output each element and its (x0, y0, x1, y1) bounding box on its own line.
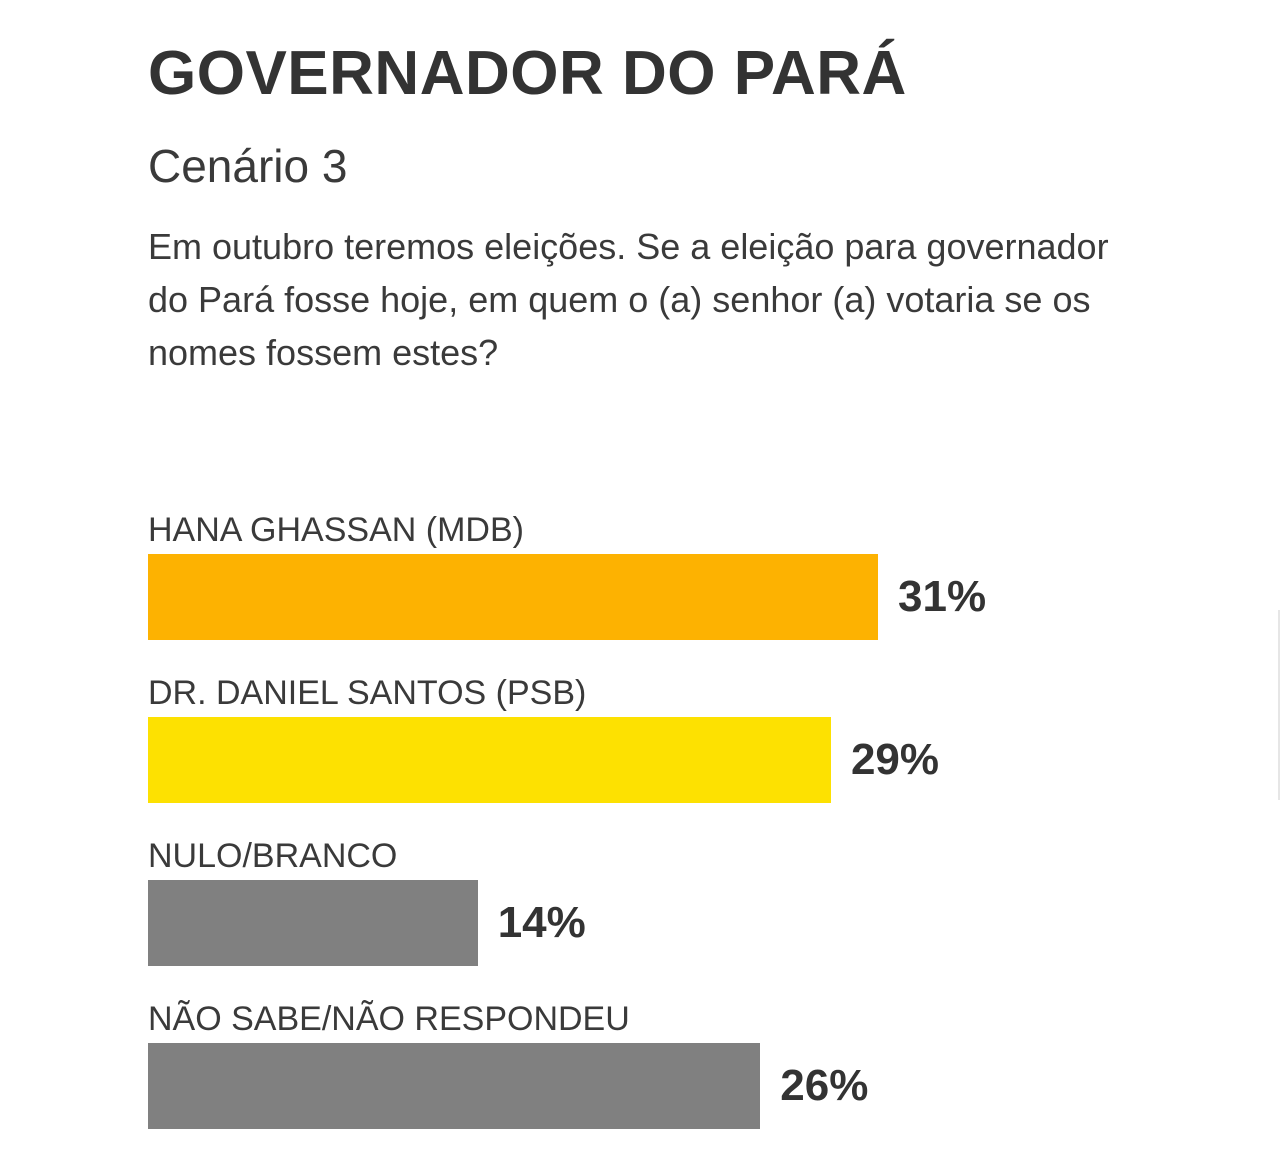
value-label: 14% (497, 898, 586, 947)
chart-subtitle: Cenário 3 (148, 140, 348, 192)
category-label: NULO/BRANCO (148, 837, 398, 875)
category-label: HANA GHASSAN (MDB) (148, 511, 524, 549)
value-label: 26% (780, 1061, 869, 1110)
bar (148, 1043, 761, 1129)
chart-title: GOVERNADOR DO PARÁ (148, 39, 907, 108)
bar (148, 717, 831, 803)
value-label: 29% (850, 735, 940, 784)
edge-divider (1278, 610, 1280, 800)
survey-question: Em outubro teremos eleições. Se a eleiçã… (148, 226, 1109, 373)
category-label: NÃO SABE/NÃO RESPONDEU (148, 1000, 630, 1038)
bar (148, 554, 879, 640)
category-label: DR. DANIEL SANTOS (PSB) (148, 674, 587, 712)
bar (148, 880, 478, 966)
value-label: 31% (898, 572, 987, 621)
